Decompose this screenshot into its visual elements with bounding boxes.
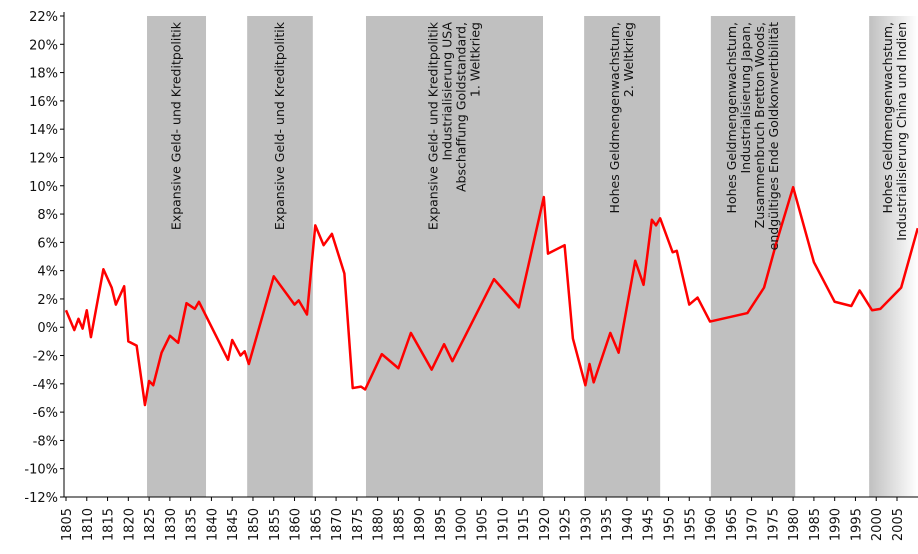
- x-tick-label: 1920: [538, 508, 553, 541]
- x-tick-label: 1930: [579, 508, 594, 541]
- x-tick-label: 1865: [309, 508, 324, 541]
- x-tick-label: 1960: [704, 508, 719, 541]
- x-tick-label: 1855: [268, 508, 283, 541]
- period-label: Zusammenbruch Bretton Woods,: [752, 22, 767, 228]
- x-tick-label: 1985: [808, 508, 823, 541]
- y-tick-label: 18%: [29, 67, 58, 82]
- y-tick-label: 22%: [29, 10, 58, 25]
- x-tick-label: 1885: [392, 508, 407, 541]
- x-tick-label: 1915: [517, 508, 532, 541]
- x-tick-label: 1970: [746, 508, 761, 541]
- x-tick-label: 1910: [496, 508, 511, 541]
- y-tick-label: -2%: [33, 350, 58, 365]
- period-label: Expansive Geld- und Kreditpolitik: [425, 21, 440, 230]
- shaded-period: [710, 16, 796, 497]
- y-tick-label: 10%: [29, 180, 58, 195]
- x-tick-label: 1820: [122, 508, 137, 541]
- period-label: Hohes Geldmengenwachstum,: [724, 22, 739, 213]
- x-tick-label: 2005: [891, 508, 906, 541]
- x-tick-label: 1810: [81, 508, 96, 541]
- x-tick-label: 1980: [787, 508, 802, 541]
- y-tick-label: -8%: [33, 434, 58, 449]
- y-tick-label: -12%: [24, 491, 58, 506]
- period-label: endgültiges Ende Goldkonvertibilität: [766, 22, 781, 250]
- x-tick-label: 1845: [226, 508, 241, 541]
- x-tick-label: 1880: [372, 508, 387, 541]
- x-tick-label: 1950: [662, 508, 677, 541]
- x-tick-label: 1900: [455, 508, 470, 541]
- y-tick-label: 12%: [29, 151, 58, 166]
- x-tick-label: 1990: [829, 508, 844, 541]
- y-tick-label: -10%: [24, 463, 58, 478]
- x-tick-label: 1935: [600, 508, 615, 541]
- period-label: Hohes Geldmengenwachstum,: [880, 22, 895, 213]
- x-tick-label: 1875: [351, 508, 366, 541]
- x-tick-label: 1870: [330, 508, 345, 541]
- x-tick-label: 1815: [102, 508, 117, 541]
- x-tick-label: 1890: [413, 508, 428, 541]
- shaded-period: [247, 16, 313, 497]
- period-label: Industrialisierung Japan,: [738, 22, 753, 174]
- period-label: Expansive Geld- und Kreditpolitik: [169, 21, 184, 230]
- y-tick-label: 20%: [29, 38, 58, 53]
- y-tick-label: 16%: [29, 95, 58, 110]
- period-label: Industrialisierung China und Indien: [894, 22, 909, 241]
- x-tick-label: 1965: [725, 508, 740, 541]
- period-label: Industrialisierung USA: [439, 22, 454, 161]
- y-tick-label: 8%: [37, 208, 58, 223]
- y-tick-label: 0%: [37, 321, 58, 336]
- x-tick-label: 1895: [434, 508, 449, 541]
- x-tick-label: 1940: [621, 508, 636, 541]
- x-tick-label: 1995: [849, 508, 864, 541]
- data-line: [64, 185, 918, 407]
- shaded-period: [147, 16, 207, 497]
- y-tick-label: 14%: [29, 123, 58, 138]
- x-tick-label: 1945: [642, 508, 657, 541]
- period-label: Hohes Geldmengenwachstum,: [607, 22, 622, 213]
- x-tick-label: 1825: [143, 508, 158, 541]
- x-tick-label: 1905: [476, 508, 491, 541]
- y-tick-label: -6%: [33, 406, 58, 421]
- period-label: 1. Weltkrieg: [467, 22, 482, 97]
- x-tick-label: 1975: [766, 508, 781, 541]
- period-label: 2. Weltkrieg: [621, 22, 636, 97]
- x-tick-label: 1835: [185, 508, 200, 541]
- x-tick-label: 1840: [205, 508, 220, 541]
- period-label: Abschaffung Goldstandard,: [453, 22, 468, 192]
- y-tick-label: -4%: [33, 378, 58, 393]
- period-label: Expansive Geld- und Kreditpolitik: [272, 21, 287, 230]
- y-tick-label: 6%: [37, 236, 58, 251]
- x-tick-label: 1955: [683, 508, 698, 541]
- x-tick-label: 1925: [559, 508, 574, 541]
- x-tick-label: 1850: [247, 508, 262, 541]
- x-tick-label: 1830: [164, 508, 179, 541]
- shaded-period: [365, 16, 543, 497]
- x-tick-label: 1805: [60, 508, 75, 541]
- x-tick-label: 1860: [289, 508, 304, 541]
- y-tick-label: 2%: [37, 293, 58, 308]
- x-tick-label: 2000: [870, 508, 885, 541]
- y-tick-label: 4%: [37, 265, 58, 280]
